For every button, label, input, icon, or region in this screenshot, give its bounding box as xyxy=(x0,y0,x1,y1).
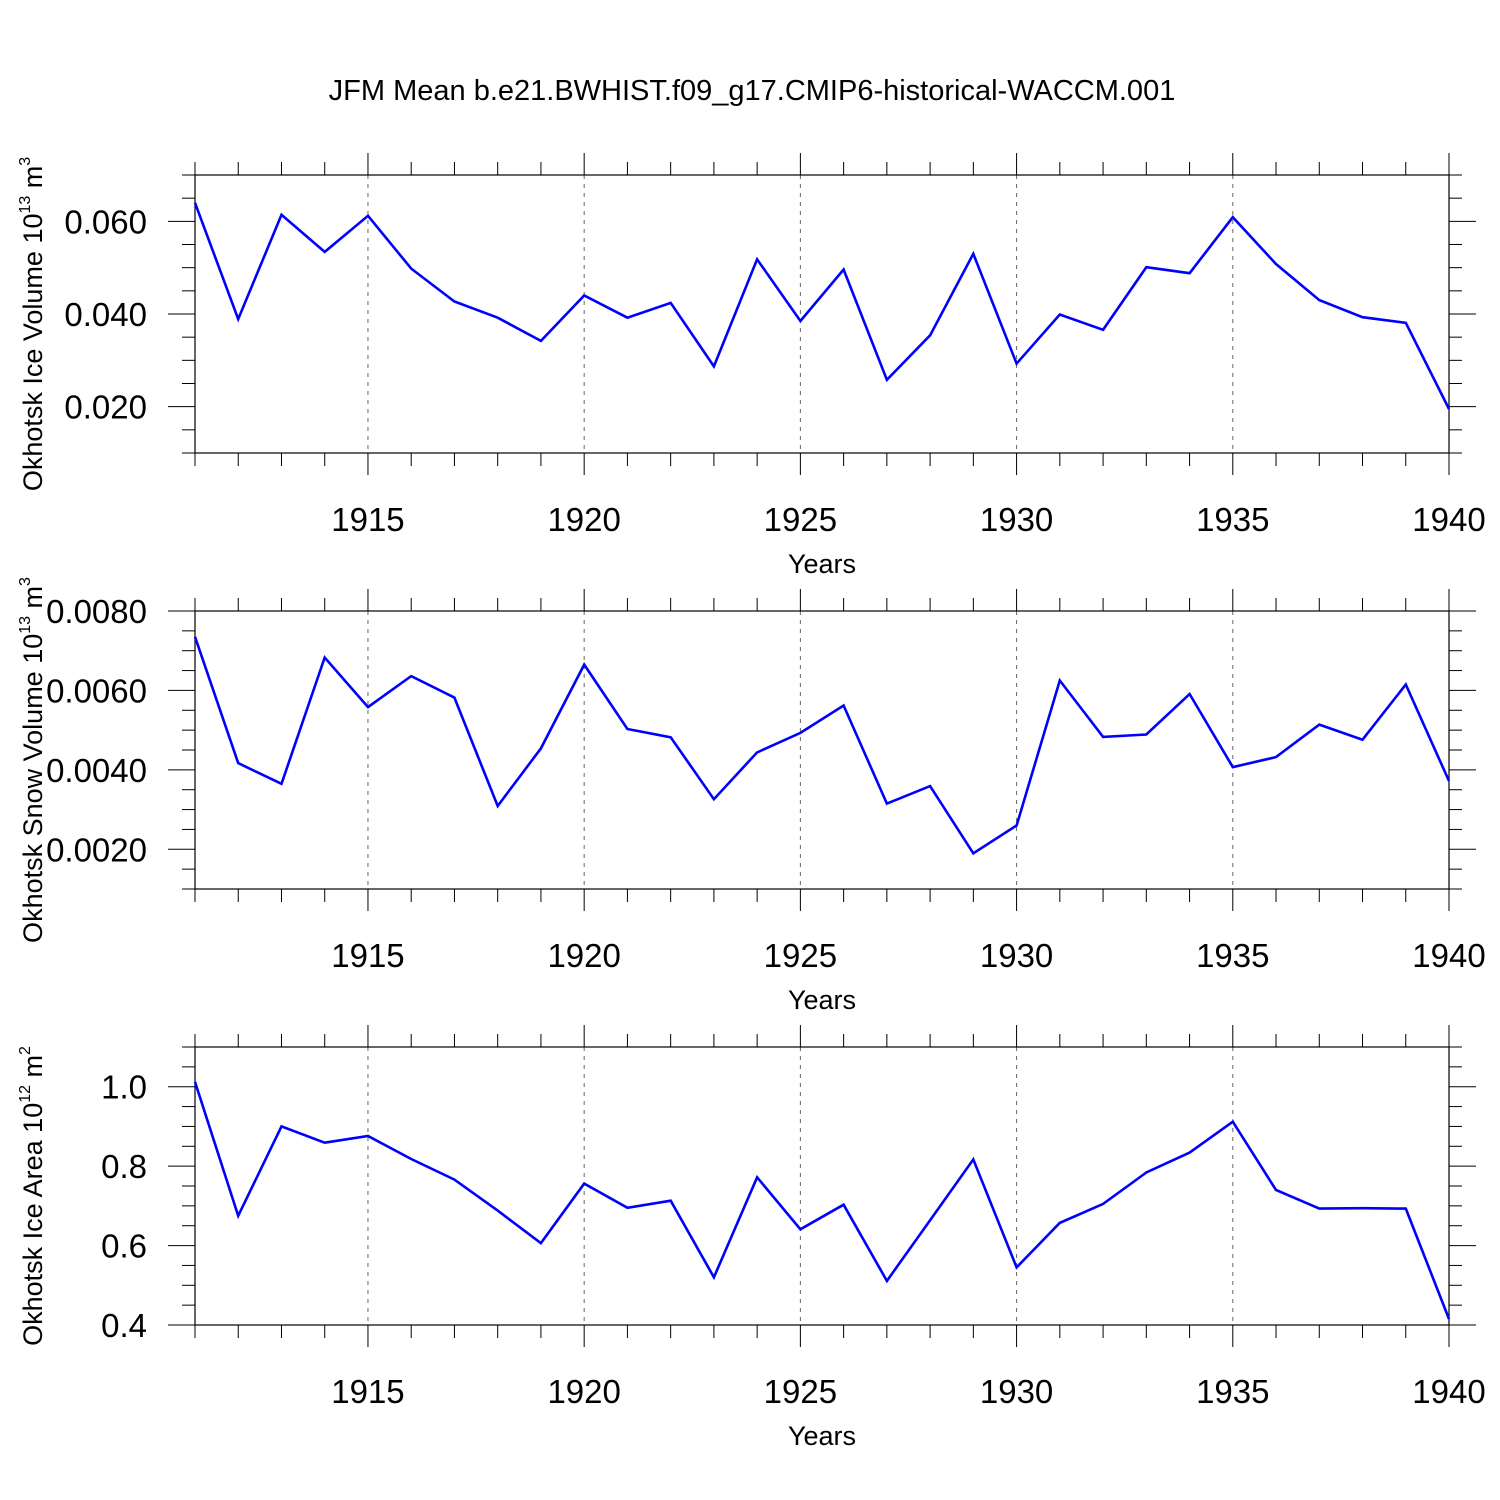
y-tick-label-0.0040: 0.0040 xyxy=(46,752,147,789)
y-axis-label-exponent: 12 xyxy=(17,1085,34,1103)
x-tick-label-1930: 1930 xyxy=(980,501,1053,538)
series-line-ice-area xyxy=(193,1081,1451,1320)
panel-ice-area: 1915 1920 1925 1930 1935 1940 Years 0.4 0.6 0.8 1.… xyxy=(17,1025,1486,1451)
x-tick-label-1940: 1940 xyxy=(1412,501,1485,538)
x-tick-label-1920: 1920 xyxy=(547,937,620,974)
y-axis-label-unit-exponent: 3 xyxy=(17,157,34,166)
y-tick-label-0.6: 0.6 xyxy=(101,1228,147,1265)
x-axis-label: Years xyxy=(788,985,856,1015)
y-tick-label-0.060: 0.060 xyxy=(64,203,147,240)
plot-frame xyxy=(194,1046,1450,1326)
panels: 1915 1920 1925 1930 1935 1940 Years 0.020 0.040 0… xyxy=(17,153,1486,1451)
x-tick-label-1935: 1935 xyxy=(1196,1373,1269,1410)
y-axis-label-text: Okhotsk Snow Volume 10 xyxy=(18,634,48,943)
y-axis-label: Okhotsk Ice Volume 1013 m3 xyxy=(17,157,48,491)
y-tick-label-0.0020: 0.0020 xyxy=(46,831,147,868)
x-tick-label-1930: 1930 xyxy=(980,1373,1053,1410)
y-axis-label-unit: m xyxy=(18,586,48,616)
x-axis-label: Years xyxy=(788,1421,856,1451)
x-tick-label-1915: 1915 xyxy=(331,1373,404,1410)
x-tick-label-1925: 1925 xyxy=(764,937,837,974)
y-axis-label-unit-exponent: 2 xyxy=(17,1046,34,1055)
x-tick-label-1940: 1940 xyxy=(1412,1373,1485,1410)
y-tick-label-0.0080: 0.0080 xyxy=(46,593,147,630)
y-axis-label-text: Okhotsk Ice Area 10 xyxy=(18,1103,48,1346)
series-line-ice-volume xyxy=(193,202,1451,410)
x-tick-label-1920: 1920 xyxy=(547,1373,620,1410)
x-tick-label-1930: 1930 xyxy=(980,937,1053,974)
y-tick-label-0.040: 0.040 xyxy=(64,296,147,333)
y-axis-label: Okhotsk Ice Area 1012 m2 xyxy=(17,1046,48,1346)
plot-frame xyxy=(194,610,1450,890)
x-tick-label-1925: 1925 xyxy=(764,501,837,538)
x-tick-label-1925: 1925 xyxy=(764,1373,837,1410)
y-axis-label-exponent: 13 xyxy=(17,196,34,214)
x-tick-label-1935: 1935 xyxy=(1196,937,1269,974)
x-tick-label-1940: 1940 xyxy=(1412,937,1485,974)
panel-ice-volume: 1915 1920 1925 1930 1935 1940 Years 0.020 0.040 0… xyxy=(17,153,1486,579)
panel-snow-volume: 1915 1920 1925 1930 1935 1940 Years 0.0020 0.004… xyxy=(17,577,1486,1015)
y-axis-label-unit: m xyxy=(18,166,48,196)
y-tick-label-0.8: 0.8 xyxy=(101,1148,147,1185)
x-axis-label: Years xyxy=(788,549,856,579)
y-axis-label-unit: m xyxy=(18,1055,48,1085)
figure-title: JFM Mean b.e21.BWHIST.f09_g17.CMIP6-hist… xyxy=(329,75,1176,107)
x-tick-label-1915: 1915 xyxy=(331,501,404,538)
y-axis-label: Okhotsk Snow Volume 1013 m3 xyxy=(17,577,48,943)
y-tick-label-1.0: 1.0 xyxy=(101,1069,147,1106)
y-axis-label-unit-exponent: 3 xyxy=(17,577,34,586)
plot-frame xyxy=(194,174,1450,454)
x-tick-label-1920: 1920 xyxy=(547,501,620,538)
y-axis-label-text: Okhotsk Ice Volume 10 xyxy=(18,214,48,492)
y-axis-label-exponent: 13 xyxy=(17,616,34,634)
y-tick-label-0.020: 0.020 xyxy=(64,389,147,426)
x-tick-label-1915: 1915 xyxy=(331,937,404,974)
series-line-snow-volume xyxy=(193,636,1451,856)
x-tick-label-1935: 1935 xyxy=(1196,501,1269,538)
y-tick-label-0.0060: 0.0060 xyxy=(46,672,147,709)
y-tick-label-0.4: 0.4 xyxy=(101,1307,147,1344)
